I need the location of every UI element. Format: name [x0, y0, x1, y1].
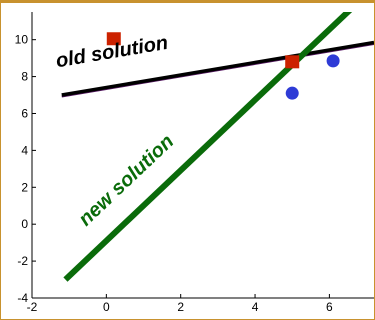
line-labels: old solution new solution	[54, 32, 178, 231]
y-tick-label: 6	[21, 106, 28, 120]
y-tick-label: 2	[21, 180, 28, 194]
y-tick-label: -2	[17, 254, 28, 268]
y-tick-label: 4	[21, 143, 28, 157]
old-solution-line	[61, 40, 374, 97]
new-solution-line	[63, 12, 353, 282]
circle-point	[285, 86, 299, 100]
circle-point	[326, 54, 340, 68]
x-tick-label: -2	[27, 300, 38, 314]
x-tick-label: 6	[326, 300, 333, 314]
y-tick-label: 0	[21, 217, 28, 231]
y-tick-label: -4	[17, 291, 28, 305]
square-point	[285, 55, 300, 69]
x-tick-label: 4	[252, 300, 259, 314]
y-tick-label: 8	[21, 70, 28, 84]
y-tick-label: 10	[15, 33, 29, 47]
x-tick-label: 0	[103, 300, 110, 314]
new-solution-label: new solution	[74, 130, 178, 230]
x-tick-label: 2	[177, 300, 184, 314]
square-point	[106, 32, 121, 46]
plot-area	[61, 12, 374, 282]
frame-top-border	[0, 0, 375, 3]
